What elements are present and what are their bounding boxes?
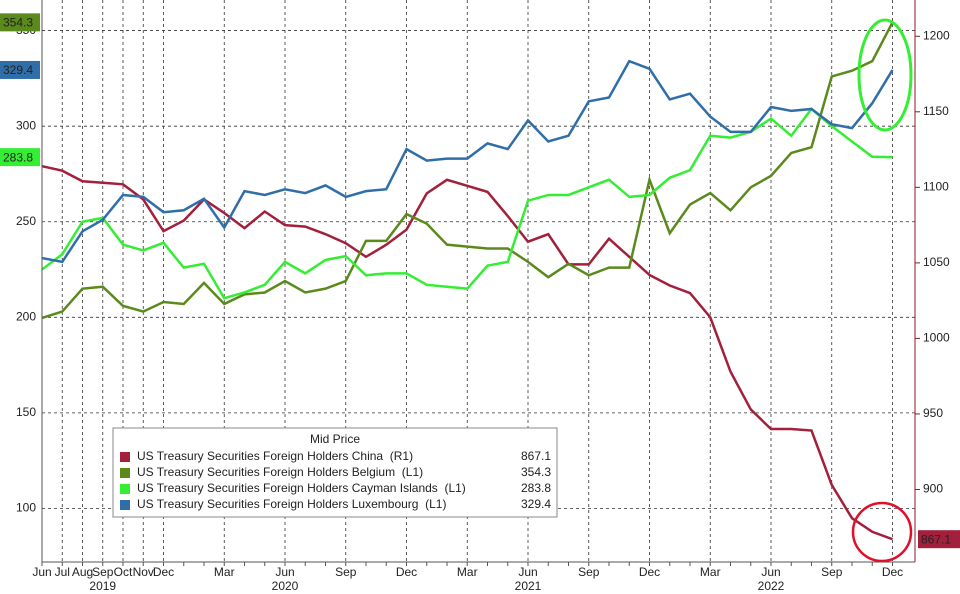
last-value-label: 283.8 — [3, 150, 33, 164]
x-tick-label: Jul — [55, 565, 70, 579]
x-tick-label: Jun — [761, 565, 780, 579]
year-label: 2020 — [272, 579, 299, 593]
legend-label: US Treasury Securities Foreign Holders C… — [137, 449, 413, 463]
y2-tick-label: 950 — [923, 406, 943, 420]
last-value-box — [0, 13, 40, 32]
y2-tick-label: 1050 — [923, 255, 950, 269]
last-value-box — [0, 148, 40, 167]
last-value-box — [0, 60, 40, 79]
x-tick-label: Dec — [882, 565, 903, 579]
y-tick-label: 150 — [16, 405, 36, 419]
x-tick-label: Jun — [32, 565, 51, 579]
x-tick-label: Dec — [639, 565, 660, 579]
legend-value: 329.4 — [521, 497, 551, 511]
legend-label: US Treasury Securities Foreign Holders B… — [137, 465, 423, 479]
y2-tick-label: 1150 — [923, 104, 949, 118]
y2-tick-label: 900 — [923, 482, 943, 496]
x-tick-label: Aug — [72, 565, 93, 579]
x-tick-label: Jun — [275, 565, 294, 579]
series-line — [41, 59, 894, 264]
series-line — [41, 21, 894, 320]
legend-title: Mid Price — [310, 432, 360, 446]
legend-value: 283.8 — [521, 481, 551, 495]
y2-tick-label: 1100 — [923, 180, 949, 194]
legend: Mid Price US Treasury Securities Foreign… — [112, 427, 558, 518]
last-value-box — [918, 530, 960, 549]
y-tick-label: 250 — [16, 214, 36, 228]
series-line — [41, 164, 893, 541]
year-label: 2021 — [515, 579, 542, 593]
x-tick-label: Dec — [153, 565, 174, 579]
last-value-label: 329.4 — [3, 63, 33, 77]
highlight-ellipse — [857, 18, 913, 132]
x-tick-label: Sep — [92, 565, 114, 579]
year-label: 2019 — [89, 579, 116, 593]
x-tick-label: Mar — [700, 565, 721, 579]
legend-swatch — [120, 468, 130, 478]
legend-label: US Treasury Securities Foreign Holders C… — [137, 481, 466, 495]
x-tick-label: Sep — [578, 565, 600, 579]
y-tick-label: 300 — [16, 118, 36, 132]
y-tick-label: 100 — [16, 501, 36, 515]
y2-tick-label: 1000 — [923, 331, 950, 345]
x-tick-label: Mar — [457, 565, 478, 579]
highlight-circle — [851, 501, 913, 563]
legend-label: US Treasury Securities Foreign Holders L… — [137, 497, 446, 511]
legend-swatch — [120, 452, 130, 462]
legend-swatch — [120, 484, 130, 494]
year-label: 2022 — [758, 579, 785, 593]
legend-box — [112, 427, 558, 518]
y-tick-label: 200 — [16, 309, 36, 323]
legend-value: 354.3 — [521, 465, 551, 479]
last-value-label: 867.1 — [921, 532, 951, 546]
last-value-label: 354.3 — [3, 16, 33, 30]
x-tick-label: Oct — [114, 565, 133, 579]
x-tick-label: Nov — [133, 565, 154, 579]
x-tick-label: Sep — [821, 565, 843, 579]
x-tick-label: Jun — [518, 565, 537, 579]
x-tick-label: Dec — [396, 565, 417, 579]
legend-value: 867.1 — [521, 449, 551, 463]
legend-swatch — [120, 500, 130, 510]
x-tick-label: Mar — [214, 565, 235, 579]
y2-tick-label: 1200 — [923, 28, 950, 42]
x-tick-label: Sep — [335, 565, 357, 579]
